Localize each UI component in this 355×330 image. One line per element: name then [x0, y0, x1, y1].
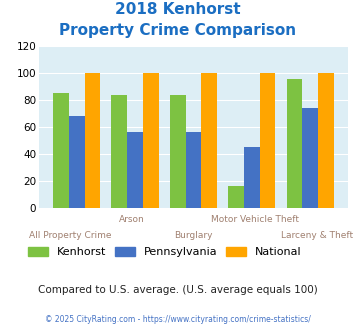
Text: Compared to U.S. average. (U.S. average equals 100): Compared to U.S. average. (U.S. average … — [38, 285, 317, 295]
Bar — [302, 108, 318, 208]
Legend: Kenhorst, Pennsylvania, National: Kenhorst, Pennsylvania, National — [23, 242, 306, 262]
Text: All Property Crime: All Property Crime — [29, 231, 111, 240]
Bar — [244, 147, 260, 208]
Bar — [228, 186, 244, 208]
Bar — [201, 73, 217, 208]
Bar — [170, 95, 186, 208]
Text: Burglary: Burglary — [174, 231, 213, 240]
Bar — [111, 95, 127, 208]
Text: 2018 Kenhorst: 2018 Kenhorst — [115, 2, 240, 16]
Bar — [69, 116, 84, 208]
Bar — [53, 93, 69, 208]
Bar — [186, 132, 201, 208]
Bar — [286, 79, 302, 208]
Text: Arson: Arson — [119, 214, 144, 223]
Bar — [143, 73, 159, 208]
Bar — [260, 73, 275, 208]
Text: Larceny & Theft: Larceny & Theft — [281, 231, 353, 240]
Bar — [318, 73, 334, 208]
Bar — [84, 73, 100, 208]
Text: © 2025 CityRating.com - https://www.cityrating.com/crime-statistics/: © 2025 CityRating.com - https://www.city… — [45, 315, 310, 324]
Bar — [127, 132, 143, 208]
Text: Motor Vehicle Theft: Motor Vehicle Theft — [211, 214, 299, 223]
Text: Property Crime Comparison: Property Crime Comparison — [59, 23, 296, 38]
